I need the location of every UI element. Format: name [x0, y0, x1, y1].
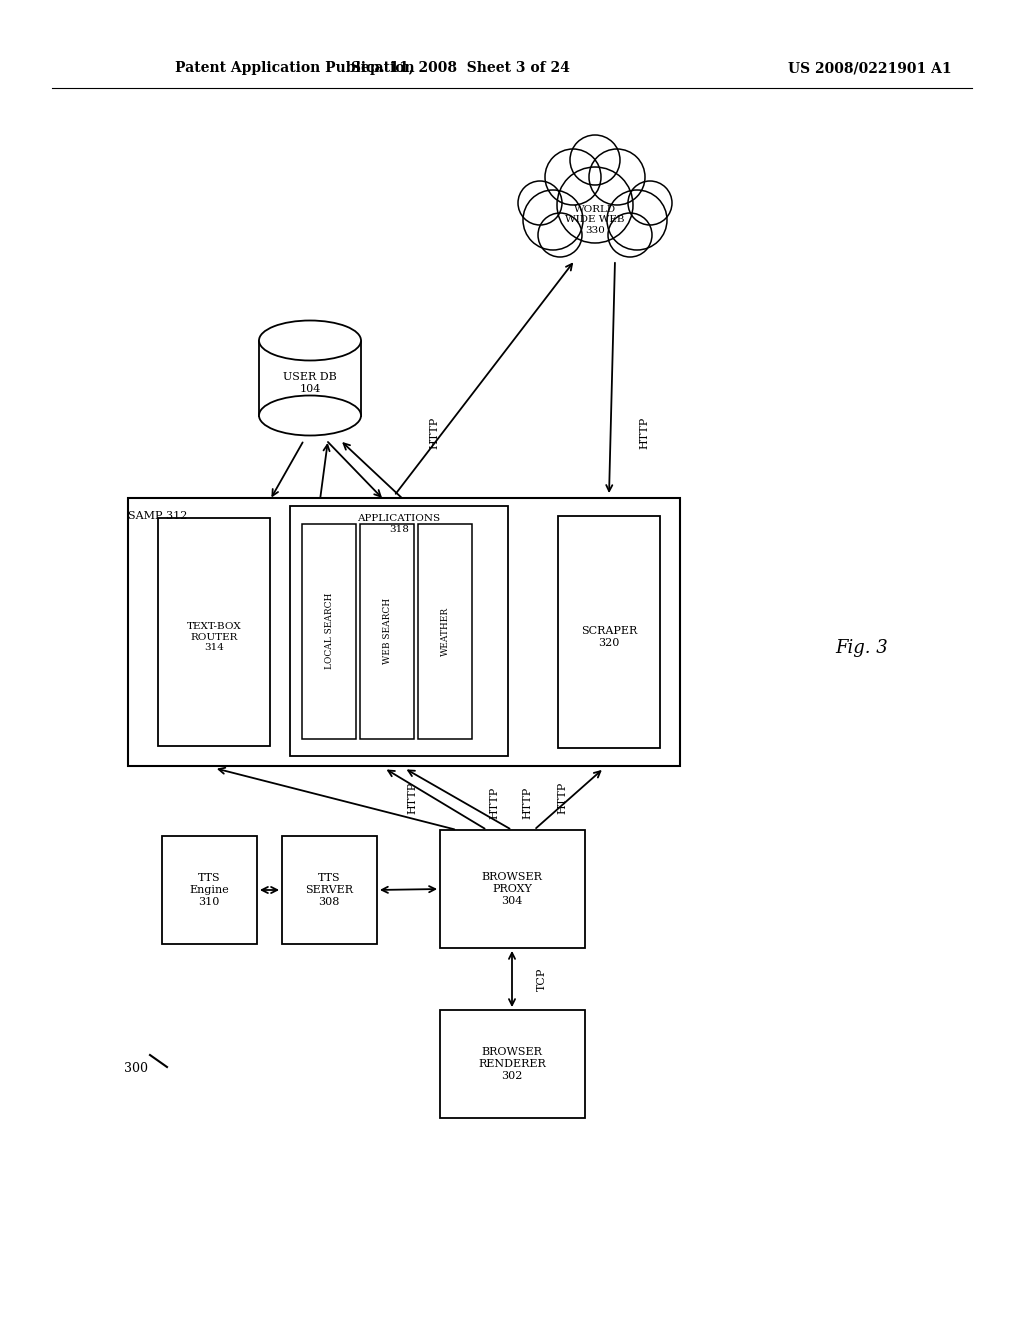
Circle shape [589, 149, 645, 205]
Text: HTTP: HTTP [639, 417, 649, 449]
Text: TTS
Engine
310: TTS Engine 310 [189, 874, 229, 907]
Text: SCRAPER
320: SCRAPER 320 [581, 626, 637, 648]
Text: WEATHER: WEATHER [440, 606, 450, 656]
Text: TEXT-BOX
ROUTER
314: TEXT-BOX ROUTER 314 [186, 622, 242, 652]
Text: HTTP: HTTP [522, 787, 532, 820]
Text: TCP: TCP [537, 968, 547, 991]
Text: US 2008/0221901 A1: US 2008/0221901 A1 [788, 61, 952, 75]
Text: Patent Application Publication: Patent Application Publication [175, 61, 415, 75]
Bar [158, 517, 270, 746]
Bar [360, 524, 414, 739]
Ellipse shape [259, 396, 361, 436]
Text: 300: 300 [124, 1061, 148, 1074]
Bar [282, 836, 377, 944]
Bar [558, 516, 660, 748]
Text: SAMP 312: SAMP 312 [128, 511, 187, 521]
Ellipse shape [259, 321, 361, 360]
Text: HTTP: HTTP [407, 781, 417, 814]
Bar [440, 830, 585, 948]
Text: BROWSER
RENDERER
302: BROWSER RENDERER 302 [478, 1047, 546, 1081]
Circle shape [523, 190, 583, 249]
Text: WORLD
WIDE WEB
330: WORLD WIDE WEB 330 [565, 205, 625, 235]
Text: WEB SEARCH: WEB SEARCH [383, 598, 391, 664]
Text: HTTP: HTTP [557, 781, 567, 814]
Circle shape [538, 213, 582, 257]
Text: TTS
SERVER
308: TTS SERVER 308 [305, 874, 353, 907]
Circle shape [557, 168, 633, 243]
Bar [418, 524, 472, 739]
Circle shape [518, 181, 562, 224]
Text: HTTP: HTTP [429, 417, 439, 449]
Circle shape [607, 190, 667, 249]
Text: USER DB
104: USER DB 104 [283, 372, 337, 393]
Text: BROWSER
PROXY
304: BROWSER PROXY 304 [481, 873, 543, 906]
Text: Fig. 3: Fig. 3 [836, 639, 889, 657]
Text: APPLICATIONS
318: APPLICATIONS 318 [357, 515, 440, 533]
Bar [162, 836, 257, 944]
Bar [128, 498, 680, 766]
Text: HTTP: HTTP [489, 787, 499, 820]
Circle shape [628, 181, 672, 224]
Bar [440, 1010, 585, 1118]
Text: Sep. 11, 2008  Sheet 3 of 24: Sep. 11, 2008 Sheet 3 of 24 [350, 61, 569, 75]
Bar [302, 524, 356, 739]
Circle shape [608, 213, 652, 257]
Bar [259, 341, 361, 416]
Bar [290, 506, 508, 756]
Text: LOCAL SEARCH: LOCAL SEARCH [325, 593, 334, 669]
Circle shape [570, 135, 620, 185]
Circle shape [545, 149, 601, 205]
